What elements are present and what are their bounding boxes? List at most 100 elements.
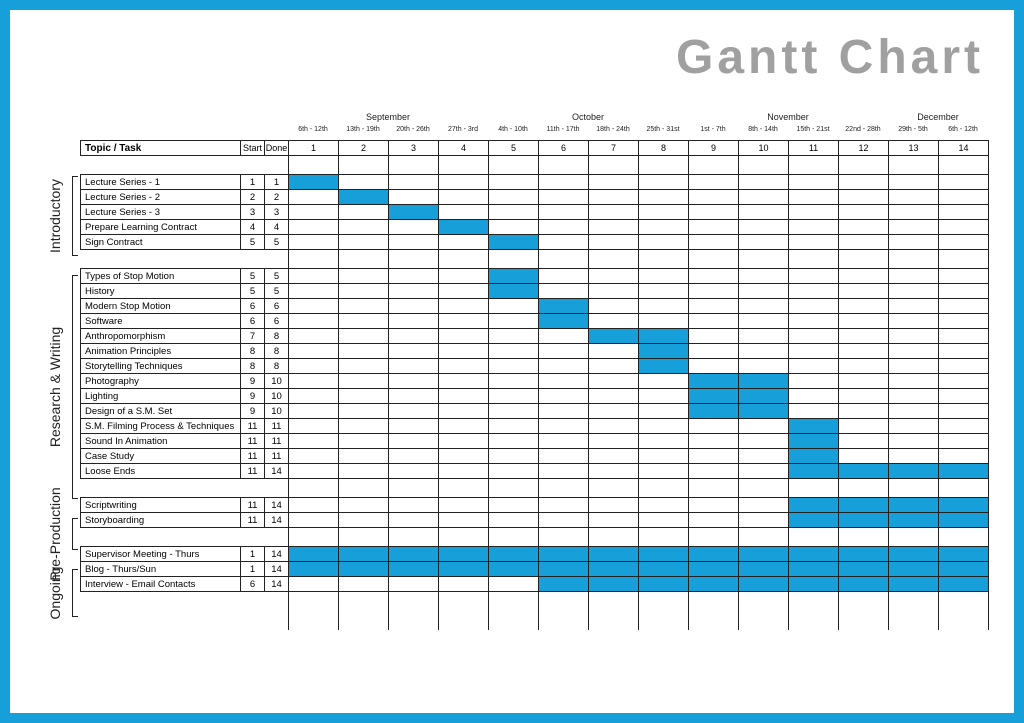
gantt-cell (589, 498, 639, 513)
gantt-cell (589, 359, 639, 374)
table-row: Lecture Series - 333 (81, 205, 989, 220)
header-week: 2 (339, 141, 389, 156)
gantt-cell (339, 205, 389, 220)
gantt-cell (639, 220, 689, 235)
task-name: Types of Stop Motion (81, 269, 241, 284)
gantt-cell (589, 434, 639, 449)
table-row: Loose Ends1114 (81, 464, 989, 479)
gantt-cell (539, 577, 589, 592)
gantt-frame: Gantt Chart SeptemberOctoberNovemberDece… (0, 0, 1024, 723)
gantt-cell (789, 434, 839, 449)
gantt-cell (339, 419, 389, 434)
section-label: Research & Writing (47, 322, 63, 452)
gantt-cell (839, 344, 889, 359)
gantt-cell (939, 344, 989, 359)
task-name: Loose Ends (81, 464, 241, 479)
gantt-cell (789, 547, 839, 562)
gantt-cell (639, 359, 689, 374)
gantt-cell (389, 547, 439, 562)
header-start: Start (241, 141, 265, 156)
gantt-cell (789, 513, 839, 528)
table-row: Prepare Learning Contract44 (81, 220, 989, 235)
gantt-cell (789, 329, 839, 344)
task-start: 9 (241, 404, 265, 419)
gantt-cell (639, 175, 689, 190)
table-row: Modern Stop Motion66 (81, 299, 989, 314)
gantt-cell (339, 498, 389, 513)
gantt-cell (389, 235, 439, 250)
gantt-cell (789, 220, 839, 235)
task-name: Lecture Series - 1 (81, 175, 241, 190)
task-start: 11 (241, 449, 265, 464)
gantt-cell (839, 562, 889, 577)
gantt-cell (589, 449, 639, 464)
gantt-cell (839, 449, 889, 464)
gantt-cell (389, 419, 439, 434)
gantt-cell (389, 577, 439, 592)
gantt-cell (589, 374, 639, 389)
gantt-cell (839, 513, 889, 528)
gantt-cell (639, 464, 689, 479)
gantt-cell (739, 498, 789, 513)
week-daterange: 29th - 5th (888, 126, 938, 133)
gantt-cell (289, 577, 339, 592)
gantt-cell (289, 329, 339, 344)
header-week: 14 (939, 141, 989, 156)
gantt-cell (889, 175, 939, 190)
gantt-cell (589, 299, 639, 314)
gantt-cell (539, 299, 589, 314)
gantt-cell (539, 344, 589, 359)
task-done: 14 (265, 513, 289, 528)
gantt-cell (489, 329, 539, 344)
gantt-cell (789, 175, 839, 190)
task-name: Anthropomorphism (81, 329, 241, 344)
gantt-cell (889, 389, 939, 404)
gantt-cell (489, 284, 539, 299)
gantt-cell (389, 389, 439, 404)
gantt-cell (689, 359, 739, 374)
gantt-cell (439, 449, 489, 464)
task-done: 3 (265, 205, 289, 220)
section-bracket (72, 275, 78, 499)
gantt-cell (639, 329, 689, 344)
gantt-cell (889, 547, 939, 562)
task-done: 11 (265, 419, 289, 434)
gantt-cell (939, 299, 989, 314)
gantt-cell (389, 498, 439, 513)
task-name: Design of a S.M. Set (81, 404, 241, 419)
gantt-cell (689, 205, 739, 220)
month-label: September (288, 112, 488, 122)
task-done: 14 (265, 562, 289, 577)
task-done: 6 (265, 314, 289, 329)
gantt-cell (939, 175, 989, 190)
week-daterange: 20th - 26th (388, 126, 438, 133)
gantt-cell (839, 498, 889, 513)
gantt-cell (539, 498, 589, 513)
header-week: 8 (639, 141, 689, 156)
gantt-cell (339, 269, 389, 284)
header-week: 10 (739, 141, 789, 156)
task-name: Modern Stop Motion (81, 299, 241, 314)
gantt-cell (889, 577, 939, 592)
task-name: Storytelling Techniques (81, 359, 241, 374)
table-row: Scriptwriting1114 (81, 498, 989, 513)
task-start: 5 (241, 269, 265, 284)
section-label: Ongoing (47, 528, 63, 658)
gantt-cell (289, 284, 339, 299)
gantt-cell (739, 547, 789, 562)
table-row: Case Study1111 (81, 449, 989, 464)
task-name: Lecture Series - 3 (81, 205, 241, 220)
gantt-cell (439, 389, 489, 404)
gantt-cell (289, 389, 339, 404)
gantt-cell (939, 329, 989, 344)
gantt-cell (489, 299, 539, 314)
gantt-cell (889, 449, 939, 464)
gantt-cell (489, 464, 539, 479)
gantt-cell (289, 344, 339, 359)
gantt-cell (289, 404, 339, 419)
gantt-cell (739, 344, 789, 359)
gantt-cell (689, 329, 739, 344)
gantt-cell (539, 175, 589, 190)
table-row: Types of Stop Motion55 (81, 269, 989, 284)
task-done: 8 (265, 329, 289, 344)
